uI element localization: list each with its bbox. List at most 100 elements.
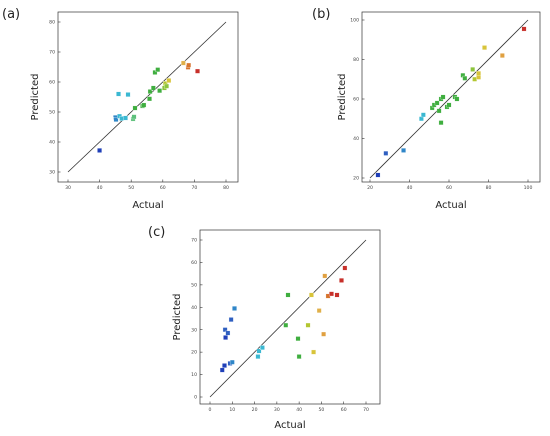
data-point-c xyxy=(321,331,327,337)
y-axis-label-a: Predicted xyxy=(30,74,41,121)
panel-label-c: (c) xyxy=(148,225,165,240)
data-point-b xyxy=(375,172,381,178)
scatter-chart-a: (a) 30 40 50 60 70 80 30 40 50 60 70 80 Actual Pred… xyxy=(2,7,239,211)
data-point-b xyxy=(482,45,487,51)
data-point-a xyxy=(180,60,186,66)
y-axis-label-c: Predicted xyxy=(172,294,183,341)
data-point-b xyxy=(521,26,527,32)
x-tick-label-c: 70 xyxy=(363,407,369,413)
scatter-chart-b: (b) 20 40 60 80 100 20 40 60 80 100 Actual Predic… xyxy=(312,7,541,211)
x-tick-label-a: 70 xyxy=(191,185,197,191)
data-point-c xyxy=(339,278,344,283)
x-tick-label-c: 60 xyxy=(341,407,347,413)
ticks-a: 30 40 50 60 70 80 30 40 50 60 70 80 xyxy=(49,20,229,191)
data-point-b xyxy=(383,150,389,156)
data-point-a xyxy=(147,89,153,94)
data-point-c xyxy=(316,308,322,313)
data-point-c xyxy=(309,292,314,298)
y-tick-label-b: 40 xyxy=(353,136,359,142)
data-point-c xyxy=(334,292,340,298)
data-point-c xyxy=(322,273,328,279)
data-point-a xyxy=(141,102,147,108)
x-tick-label-a: 50 xyxy=(128,185,134,191)
points-a xyxy=(97,60,200,153)
data-point-a xyxy=(131,114,137,120)
data-point-c xyxy=(232,306,237,311)
data-point-a xyxy=(166,78,172,83)
reference-line-a xyxy=(67,21,227,173)
y-tick-label-c: 20 xyxy=(191,350,197,356)
points-c xyxy=(219,265,348,373)
data-point-c xyxy=(296,354,302,359)
data-point-b xyxy=(446,102,452,108)
data-point-b xyxy=(418,116,424,122)
data-point-c xyxy=(219,367,225,373)
y-tick-label-c: 10 xyxy=(191,372,197,378)
scatter-chart-c: (c) 0 10 20 30 40 50 60 70 0 10 20 30 40 50 60 70 Actua… xyxy=(148,225,381,431)
data-point-c xyxy=(255,354,261,359)
data-point-a xyxy=(116,91,121,97)
data-point-a xyxy=(125,92,131,97)
x-tick-label-b: 100 xyxy=(524,185,533,191)
data-point-b xyxy=(476,70,481,76)
data-point-c xyxy=(228,317,234,322)
data-point-c xyxy=(223,335,228,340)
reference-line-c xyxy=(209,239,367,398)
data-point-c xyxy=(225,330,231,336)
data-point-c xyxy=(342,265,348,271)
y-tick-label-c: 50 xyxy=(191,282,197,288)
panel-label-b: (b) xyxy=(312,7,330,22)
data-point-b xyxy=(434,100,440,106)
ticks-c: 0 10 20 30 40 50 60 70 0 10 20 30 40 50 60 70 xyxy=(191,238,369,413)
y-tick-label-c: 70 xyxy=(191,238,197,244)
y-tick-label-a: 50 xyxy=(49,110,55,116)
data-point-b xyxy=(470,67,476,72)
data-point-c xyxy=(222,327,228,333)
y-tick-label-c: 0 xyxy=(194,395,197,401)
reference-line-b xyxy=(369,19,529,179)
data-point-c xyxy=(283,322,289,328)
x-tick-label-a: 80 xyxy=(223,185,229,191)
y-tick-label-b: 20 xyxy=(353,176,359,182)
x-tick-label-a: 30 xyxy=(65,185,71,191)
data-point-b xyxy=(436,108,442,114)
y-tick-label-a: 30 xyxy=(49,170,55,176)
data-point-c xyxy=(329,291,334,297)
x-axis-label-a: Actual xyxy=(132,200,163,211)
data-point-a xyxy=(157,88,162,94)
data-point-b xyxy=(420,112,426,118)
y-tick-label-c: 30 xyxy=(191,327,197,333)
data-point-c xyxy=(285,292,291,298)
data-point-b xyxy=(401,147,406,153)
data-point-a xyxy=(123,115,128,121)
data-point-a xyxy=(164,83,169,89)
ticks-b: 20 40 60 80 100 20 40 60 80 100 xyxy=(350,18,532,191)
data-point-a xyxy=(155,67,161,73)
x-tick-label-b: 80 xyxy=(486,185,492,191)
x-tick-label-c: 10 xyxy=(229,407,235,413)
data-point-b xyxy=(440,94,446,100)
data-point-a xyxy=(186,62,192,68)
data-point-b xyxy=(472,76,478,82)
x-axis-label-b: Actual xyxy=(435,200,466,211)
data-point-a xyxy=(195,68,200,74)
x-tick-label-c: 30 xyxy=(274,407,280,413)
x-tick-label-c: 20 xyxy=(252,407,258,413)
data-point-a xyxy=(147,96,152,102)
data-point-b xyxy=(499,53,505,58)
y-tick-label-c: 60 xyxy=(191,260,197,266)
x-tick-label-b: 20 xyxy=(367,185,373,191)
x-tick-label-a: 40 xyxy=(97,185,103,191)
data-point-c xyxy=(229,359,235,365)
y-tick-label-a: 80 xyxy=(49,20,55,26)
y-tick-label-a: 40 xyxy=(49,140,55,146)
x-tick-label-b: 40 xyxy=(407,185,413,191)
data-point-b xyxy=(462,75,468,81)
data-point-a xyxy=(132,105,138,111)
data-point-b xyxy=(476,74,481,80)
y-tick-label-b: 100 xyxy=(350,18,359,24)
y-tick-label-a: 60 xyxy=(49,80,55,86)
y-tick-label-b: 60 xyxy=(353,97,359,103)
data-point-c xyxy=(256,348,262,354)
y-tick-label-b: 80 xyxy=(353,57,359,63)
